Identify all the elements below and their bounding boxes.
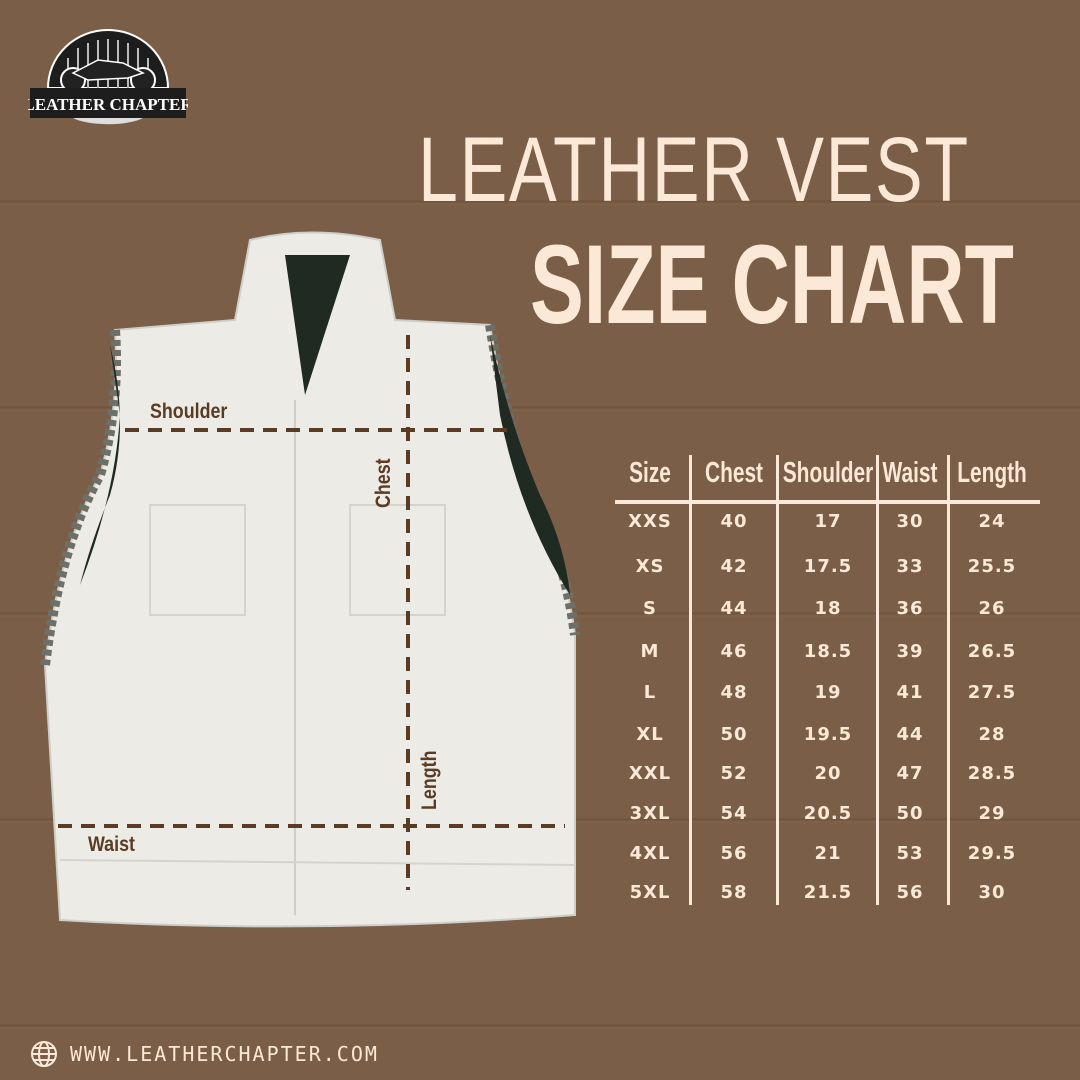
cell-waist: 44	[896, 724, 924, 745]
size-table: Size Chest Shoulder Waist Length XXS 40 17 30 24 X…	[610, 455, 1045, 910]
title-line-1: LEATHER VEST	[418, 119, 970, 221]
cell-length: 30	[978, 882, 1006, 903]
cell-shoulder: 20.5	[803, 803, 853, 824]
shoulder-label: Shoulder	[150, 400, 228, 423]
header-size: Size	[629, 457, 671, 489]
cell-length: 29	[978, 803, 1006, 824]
column-divider	[947, 455, 950, 905]
cell-length: 28.5	[967, 763, 1017, 784]
cell-chest: 52	[720, 763, 748, 784]
globe-icon	[31, 1041, 57, 1067]
cell-length: 28	[978, 724, 1006, 745]
cell-shoulder: 18.5	[803, 641, 853, 662]
cell-size: 4XL	[629, 843, 671, 864]
brand-logo: LEATHER CHAPTER	[23, 18, 193, 133]
cell-shoulder: 18	[814, 598, 842, 619]
logo-text: LEATHER CHAPTER	[28, 95, 188, 114]
title-line-2: SIZE CHART	[530, 222, 1014, 347]
cell-waist: 50	[896, 803, 924, 824]
cell-chest: 42	[720, 556, 748, 577]
column-divider	[689, 455, 692, 905]
cell-shoulder: 19.5	[803, 724, 853, 745]
cell-size: XL	[636, 724, 664, 745]
cell-shoulder: 17	[814, 511, 842, 532]
cell-chest: 40	[720, 511, 748, 532]
cell-length: 25.5	[967, 556, 1017, 577]
cell-waist: 47	[896, 763, 924, 784]
cell-chest: 54	[720, 803, 748, 824]
cell-size: M	[640, 641, 660, 662]
vest-image	[20, 215, 600, 945]
cell-size: XXS	[628, 511, 672, 532]
footer: WWW.LEATHERCHAPTER.COM	[30, 1038, 379, 1070]
chest-label: Chest	[372, 458, 395, 508]
cell-size: L	[643, 682, 657, 703]
cell-chest: 58	[720, 882, 748, 903]
cell-shoulder: 21	[814, 843, 842, 864]
cell-chest: 44	[720, 598, 748, 619]
waist-label: Waist	[88, 833, 135, 856]
cell-chest: 48	[720, 682, 748, 703]
cell-size: XXL	[628, 763, 672, 784]
length-label: Length	[418, 750, 441, 810]
cell-waist: 56	[896, 882, 924, 903]
cell-shoulder: 19	[814, 682, 842, 703]
header-waist: Waist	[882, 457, 938, 489]
cell-chest: 46	[720, 641, 748, 662]
website-link[interactable]: WWW.LEATHERCHAPTER.COM	[70, 1042, 379, 1066]
header-shoulder: Shoulder	[782, 457, 874, 489]
cell-length: 26.5	[967, 641, 1017, 662]
cell-size: 5XL	[629, 882, 671, 903]
column-divider	[876, 455, 879, 905]
cell-length: 26	[978, 598, 1006, 619]
cell-length: 29.5	[967, 843, 1017, 864]
cell-size: XS	[635, 556, 665, 577]
column-divider	[776, 455, 779, 905]
cell-shoulder: 20	[814, 763, 842, 784]
cell-shoulder: 21.5	[803, 882, 853, 903]
cell-waist: 33	[896, 556, 924, 577]
cell-size: 3XL	[629, 803, 671, 824]
cell-length: 27.5	[967, 682, 1017, 703]
header-length: Length	[957, 457, 1027, 489]
cell-chest: 56	[720, 843, 748, 864]
cell-waist: 36	[896, 598, 924, 619]
header-divider	[615, 500, 1040, 504]
cell-chest: 50	[720, 724, 748, 745]
cell-waist: 30	[896, 511, 924, 532]
cell-waist: 41	[896, 682, 924, 703]
cell-waist: 53	[896, 843, 924, 864]
cell-shoulder: 17.5	[803, 556, 853, 577]
cell-size: S	[643, 598, 657, 619]
cell-length: 24	[978, 511, 1006, 532]
header-chest: Chest	[704, 457, 764, 489]
cell-waist: 39	[896, 641, 924, 662]
